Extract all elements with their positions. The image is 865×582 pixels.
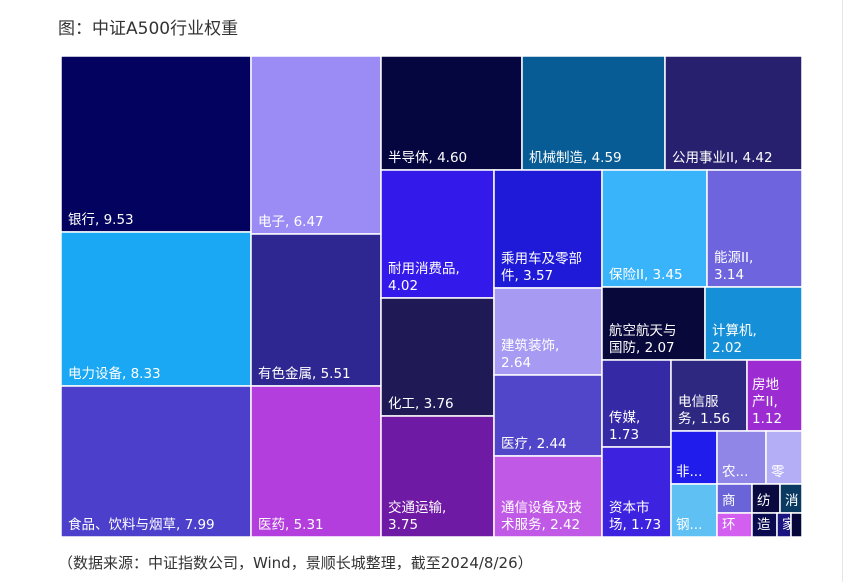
tile-0-rect	[60, 55, 252, 233]
tile-5-rect	[250, 385, 382, 538]
tile-15-label: 通信设备及技	[501, 499, 582, 516]
tile-7-rect	[521, 55, 666, 171]
tile-25-rect	[716, 430, 767, 485]
tile-3-label: 电子, 6.47	[258, 214, 324, 230]
tile-21-label: 场, 1.73	[609, 517, 661, 533]
tile-2-label: 食品、饮料与烟草, 7.99	[68, 516, 215, 533]
page-edge-rule	[842, 0, 843, 582]
tile-21-rect	[601, 446, 672, 538]
tile-4-label: 有色金属, 5.51	[258, 365, 351, 382]
tile-30-label: 消	[785, 493, 799, 509]
tile-9-label: 耐用消费品,	[388, 261, 460, 277]
tile-23-rect	[746, 359, 803, 432]
chart-title: 图：中证A500行业权重	[58, 19, 239, 39]
tile-18-rect	[601, 286, 706, 361]
tile-24-label: 非...	[676, 464, 702, 480]
tile-18-label: 航空航天与	[609, 323, 677, 339]
tile-29-rect	[751, 483, 781, 514]
tile-23-label: 房地	[752, 377, 780, 393]
tile-32-rect	[751, 512, 778, 538]
source-note: （数据来源：中证指数公司，Wind，景顺长城整理，截至2024/8/26）	[58, 554, 533, 572]
tile-23-label: 产II,	[752, 394, 778, 410]
tile-17-label: 能源II,	[714, 250, 753, 266]
tile-20-label: 1.73	[609, 427, 639, 443]
tile-1-rect	[60, 231, 252, 387]
tile-29-label: 纺	[757, 493, 771, 509]
tile-22-rect	[670, 359, 748, 432]
tile-2-rect	[60, 385, 252, 538]
tile-17-rect	[706, 169, 803, 288]
tile-27-label: 钢...	[676, 517, 702, 533]
tile-12-rect	[493, 169, 603, 289]
tile-13-label: 2.64	[501, 355, 531, 371]
tile-4-rect	[250, 233, 382, 387]
tile-27-rect	[670, 483, 718, 538]
tile-20-rect	[601, 359, 672, 448]
tile-19-rect	[704, 286, 803, 361]
tile-11-rect	[380, 415, 495, 538]
tile-0-label: 银行, 9.53	[68, 212, 134, 228]
tile-9-rect	[380, 169, 495, 299]
tile-28-label: 商	[722, 493, 736, 509]
tile-14-label: 医疗, 2.44	[501, 436, 567, 452]
tile-32-label: 造	[757, 517, 771, 533]
tile-13-label: 建筑装饰,	[501, 338, 559, 354]
tile-6-rect	[380, 55, 523, 171]
tile-22-label: 务, 1.56	[678, 411, 730, 427]
tile-26-rect	[765, 430, 803, 485]
tile-8-label: 公用事业II, 4.42	[672, 150, 773, 166]
tile-5-label: 医药, 5.31	[258, 517, 324, 533]
tile-6-label: 半导体, 4.60	[388, 150, 467, 166]
tile-20-label: 传媒,	[609, 410, 640, 426]
tile-11-label: 3.75	[388, 517, 418, 533]
tile-22-label: 电信服	[678, 394, 719, 410]
tile-17-label: 3.14	[714, 267, 744, 283]
tile-15-label: 术服务, 2.42	[501, 517, 580, 533]
tile-11-label: 交通运输,	[388, 499, 446, 516]
tile-8-rect	[664, 55, 803, 171]
tile-25-label: 农...	[722, 464, 748, 480]
tile-19-label: 计算机,	[712, 323, 757, 339]
tile-12-label: 件, 3.57	[501, 268, 553, 284]
tile-26-label: 零	[771, 464, 785, 480]
tile-10-label: 化工, 3.76	[388, 396, 454, 412]
tile-3-rect	[250, 55, 382, 235]
tile-23-label: 1.12	[752, 411, 782, 427]
tile-12-label: 乘用车及零部	[501, 250, 582, 267]
tile-9-label: 4.02	[388, 278, 418, 294]
tile-16-rect	[601, 169, 708, 288]
tile-16-label: 保险II, 3.45	[609, 267, 683, 283]
tile-34-rect	[790, 512, 803, 538]
tile-18-label: 国防, 2.07	[609, 340, 675, 356]
tile-7-label: 机械制造, 4.59	[529, 150, 622, 166]
tile-15-rect	[493, 455, 603, 538]
tile-31-label: 环	[722, 517, 736, 533]
tile-19-label: 2.02	[712, 340, 742, 356]
tile-1-label: 电力设备, 8.33	[68, 365, 161, 382]
tile-21-label: 资本市	[609, 499, 650, 516]
